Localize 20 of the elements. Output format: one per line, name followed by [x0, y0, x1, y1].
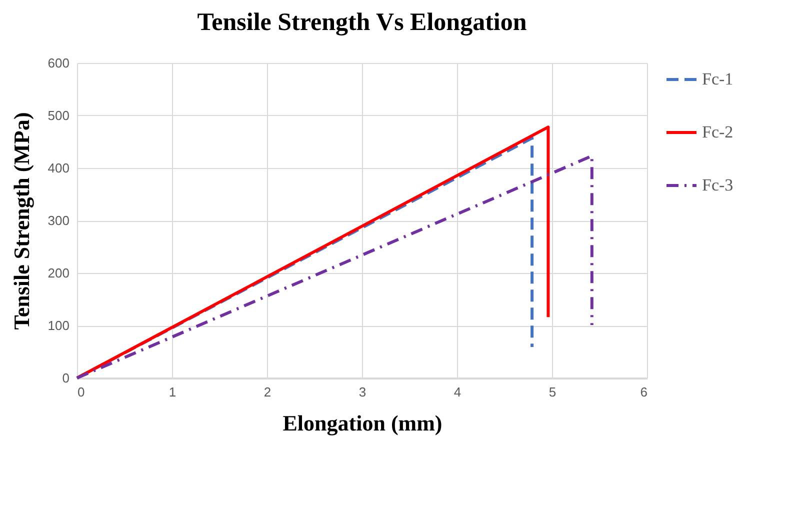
y-tick-label: 0 [62, 370, 70, 386]
y-tick-label: 300 [48, 213, 70, 228]
y-tick-label: 100 [48, 318, 70, 333]
x-tick-label: 6 [640, 384, 648, 400]
x-tick-label: 5 [548, 384, 556, 400]
legend-label: Fc-2 [702, 122, 734, 142]
x-tick-label: 0 [78, 384, 85, 400]
x-tick-label: 4 [454, 384, 462, 400]
legend-label: Fc-3 [702, 176, 734, 194]
y-tick-label: 200 [48, 266, 70, 280]
y-tick-label: 400 [48, 160, 70, 176]
x-tick-label: 3 [358, 384, 366, 400]
x-tick-label: 1 [168, 384, 176, 400]
legend-label: Fc-1 [702, 70, 734, 88]
x-tick-label: 2 [264, 384, 272, 400]
y-tick-label: 500 [48, 108, 70, 123]
x-axis-title: Elongation (mm) [282, 410, 442, 436]
y-tick-label: 600 [48, 56, 70, 70]
chart-title: Tensile Strength Vs Elongation [197, 9, 527, 36]
y-axis-title: Tensile Strength (MPa) [8, 112, 34, 330]
